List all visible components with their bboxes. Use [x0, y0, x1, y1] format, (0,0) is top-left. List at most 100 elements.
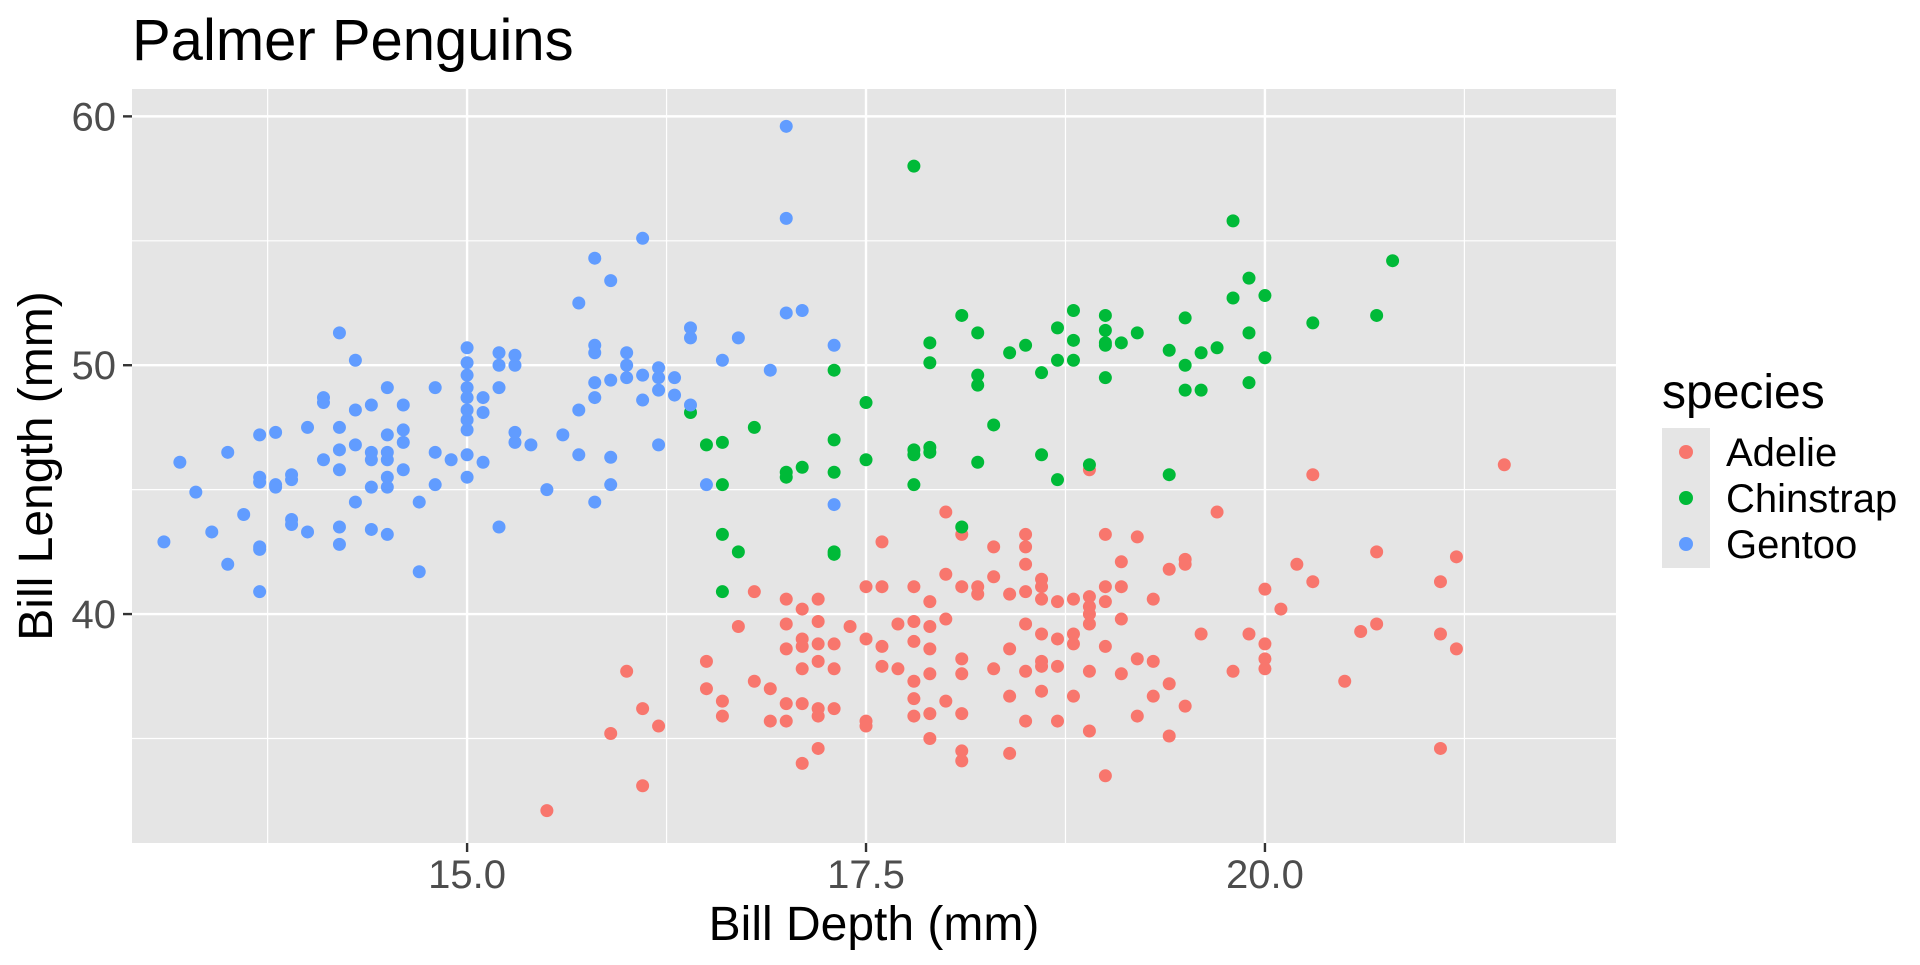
adelie-point: [1082, 590, 1096, 604]
gentoo-point: [285, 468, 299, 482]
chinstrap-point: [1226, 291, 1240, 305]
adelie-point: [1051, 659, 1065, 673]
adelie-point: [971, 580, 985, 594]
gentoo-point: [508, 425, 522, 439]
adelie-point: [1098, 639, 1112, 653]
adelie-point: [1433, 741, 1447, 755]
chinstrap-point: [1130, 326, 1144, 340]
adelie-point: [875, 580, 889, 594]
adelie-point: [907, 674, 921, 688]
gentoo-point: [508, 435, 522, 449]
chinstrap-point: [1242, 376, 1256, 390]
gentoo-point: [285, 513, 299, 527]
gentoo-point: [588, 251, 602, 265]
gentoo-point: [380, 480, 394, 494]
adelie-point: [1003, 689, 1017, 703]
adelie-point: [827, 637, 841, 651]
adelie-point: [779, 714, 793, 728]
gentoo-point: [652, 383, 666, 397]
data-points: [157, 119, 1511, 818]
chinstrap-point: [1035, 366, 1049, 380]
adelie-point: [1051, 632, 1065, 646]
gentoo-point: [380, 445, 394, 459]
adelie-point: [1370, 545, 1384, 559]
chinstrap-point: [827, 547, 841, 561]
gentoo-point: [460, 391, 474, 405]
adelie-point: [987, 662, 1001, 676]
axis-ticks: [123, 115, 1267, 852]
adelie-point: [1082, 600, 1096, 614]
adelie-point: [939, 694, 953, 708]
chinstrap-point: [1066, 333, 1080, 347]
adelie-point: [1258, 637, 1272, 651]
gentoo-point: [779, 119, 793, 133]
gentoo-point: [396, 398, 410, 412]
gentoo-point: [237, 508, 251, 522]
gentoo-point: [636, 231, 650, 245]
chinstrap-point: [859, 453, 873, 467]
chinstrap-point: [923, 336, 937, 350]
gentoo-point: [460, 403, 474, 417]
adelie-point: [652, 719, 666, 733]
chinstrap-point: [1003, 346, 1017, 360]
adelie-point: [1098, 595, 1112, 609]
gentoo-point: [636, 368, 650, 382]
chinstrap-point: [987, 418, 1001, 432]
adelie-point: [923, 707, 937, 721]
adelie-point: [715, 709, 729, 723]
adelie-point: [1146, 592, 1160, 606]
gentoo-point: [348, 438, 362, 452]
gentoo-point: [604, 274, 618, 288]
gentoo-point: [827, 498, 841, 512]
gentoo-point: [221, 557, 235, 571]
gentoo-point: [396, 423, 410, 437]
gentoo-point: [301, 420, 315, 434]
chinstrap-point: [715, 435, 729, 449]
chinstrap-point: [1162, 343, 1176, 357]
gentoo-point: [269, 425, 283, 439]
gentoo-point: [316, 453, 330, 467]
gentoo-point: [412, 495, 426, 509]
chinstrap-point: [923, 356, 937, 370]
chinstrap-point: [731, 545, 745, 559]
adelie-point: [955, 667, 969, 681]
adelie-point: [1035, 684, 1049, 698]
chinstrap-point: [1066, 353, 1080, 367]
adelie-point: [1370, 617, 1384, 631]
chinstrap-point: [1098, 323, 1112, 337]
gentoo-point: [524, 438, 538, 452]
chinstrap-point: [1162, 468, 1176, 482]
gentoo-point: [253, 428, 267, 442]
gentoo-point: [380, 428, 394, 442]
adelie-point: [843, 620, 857, 634]
adelie-point: [1035, 592, 1049, 606]
gentoo-point: [715, 353, 729, 367]
adelie-point: [923, 642, 937, 656]
chinstrap-point: [827, 433, 841, 447]
adelie-point: [1162, 562, 1176, 576]
adelie-point: [1338, 674, 1352, 688]
adelie-point: [1114, 612, 1128, 626]
chinstrap-point: [859, 396, 873, 410]
gentoo-point: [380, 527, 394, 541]
adelie-point: [1066, 627, 1080, 641]
adelie-point: [1114, 667, 1128, 681]
adelie-point: [1433, 627, 1447, 641]
adelie-point: [1306, 468, 1320, 482]
gentoo-point: [460, 368, 474, 382]
adelie-point: [923, 731, 937, 745]
chinstrap-point: [907, 448, 921, 462]
gentoo-point: [652, 438, 666, 452]
adelie-point: [763, 714, 777, 728]
gentoo-point: [699, 478, 713, 492]
gentoo-point: [683, 331, 697, 345]
gentoo-point: [779, 211, 793, 225]
adelie-point: [1082, 617, 1096, 631]
gentoo-point: [460, 356, 474, 370]
adelie-point: [1178, 552, 1192, 566]
adelie-point: [1178, 699, 1192, 713]
adelie-point: [891, 662, 905, 676]
gentoo-point: [364, 445, 378, 459]
gentoo-point: [332, 537, 346, 551]
